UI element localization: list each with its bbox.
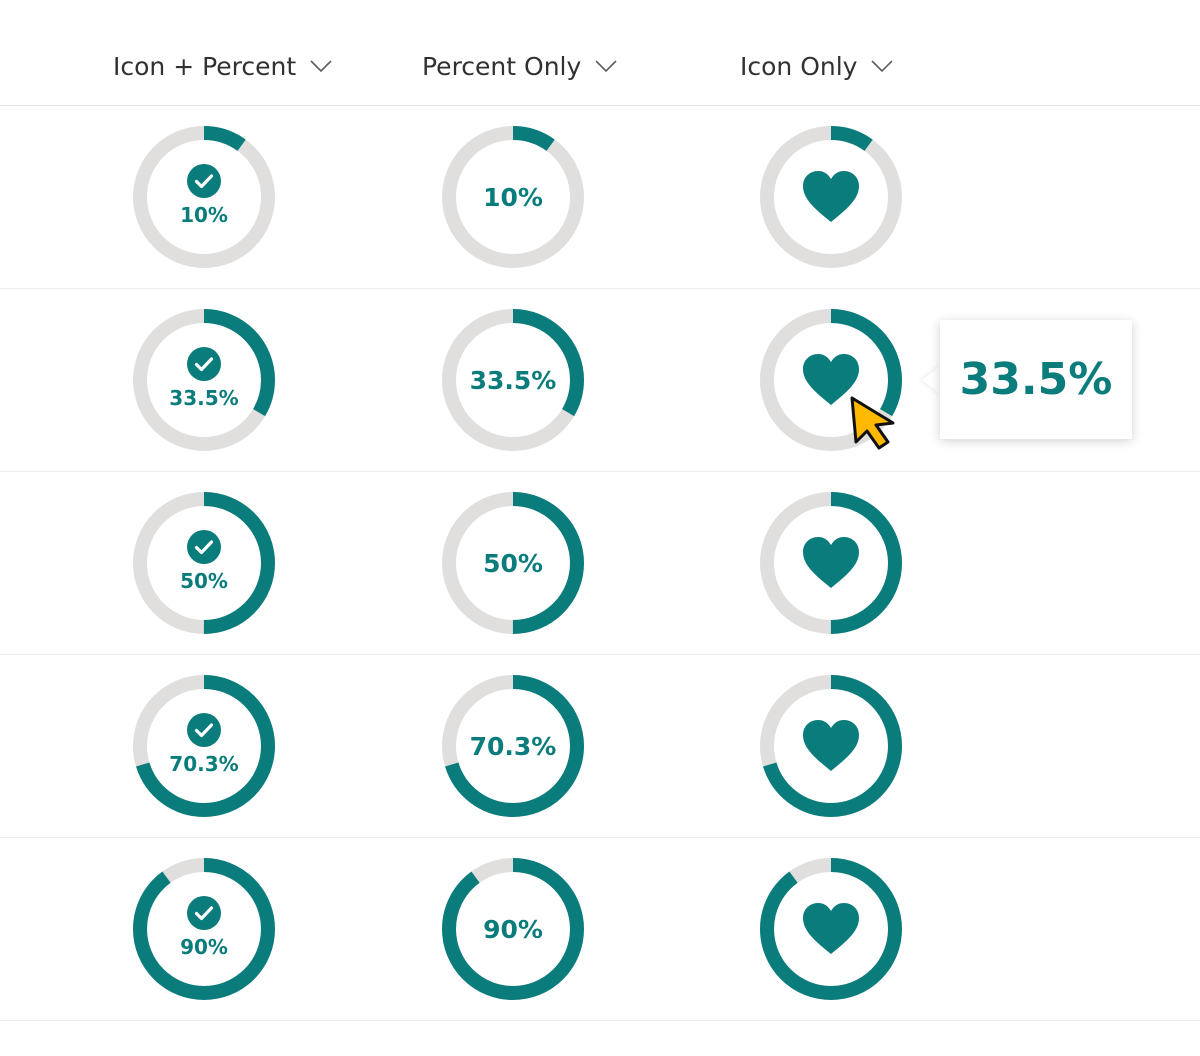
progress-arc — [133, 309, 275, 451]
column-header-label: Icon Only — [740, 51, 858, 81]
progress-center: 90% — [131, 856, 277, 1002]
percent-label: 50% — [483, 548, 543, 578]
percent-label: 10% — [180, 203, 228, 227]
progress-ring-percent[interactable]: 50% — [440, 490, 586, 636]
progress-ring-icon-percent[interactable]: 50% — [131, 490, 277, 636]
progress-arc — [133, 492, 275, 634]
progress-center — [758, 307, 904, 453]
percent-label: 90% — [483, 914, 543, 944]
percent-label: 90% — [180, 935, 228, 959]
check-circle-icon — [187, 896, 221, 930]
percent-label: 33.5% — [469, 365, 557, 395]
progress-arc — [760, 675, 902, 817]
column-header-icon-only[interactable]: Icon Only — [740, 48, 894, 84]
chevron-down-icon — [595, 60, 617, 73]
progress-ring-icon-percent[interactable]: 90% — [131, 856, 277, 1002]
progress-ring-icon[interactable] — [758, 124, 904, 270]
percent-label: 70.3% — [469, 731, 557, 761]
progress-ring-icon[interactable] — [758, 856, 904, 1002]
table-row: 33.5% 33.5% — [0, 289, 1200, 472]
chevron-down-icon — [871, 60, 894, 73]
table-row: 10% 10% — [0, 106, 1200, 289]
column-header-percent-only[interactable]: Percent Only — [422, 48, 617, 84]
progress-center: 50% — [440, 490, 586, 636]
heart-icon — [803, 720, 859, 771]
progress-center: 70.3% — [440, 673, 586, 819]
progress-arc — [760, 858, 902, 1000]
check-circle-icon — [187, 530, 221, 564]
progress-center — [758, 673, 904, 819]
table-row: 90% 90% — [0, 838, 1200, 1021]
progress-arc — [442, 126, 584, 268]
chevron-down-icon — [310, 60, 332, 73]
progress-center: 33.5% — [131, 307, 277, 453]
progress-center — [758, 856, 904, 1002]
progress-ring-icon-percent[interactable]: 70.3% — [131, 673, 277, 819]
progress-center: 70.3% — [131, 673, 277, 819]
progress-ring-icon[interactable] — [758, 673, 904, 819]
progress-ring-icon[interactable] — [758, 490, 904, 636]
column-header-label: Percent Only — [422, 51, 582, 81]
progress-arc — [760, 492, 902, 634]
percent-label: 50% — [180, 569, 228, 593]
progress-center: 33.5% — [440, 307, 586, 453]
column-header-icon-percent[interactable]: Icon + Percent — [113, 48, 332, 84]
heart-icon — [803, 354, 859, 405]
progress-arc — [760, 309, 902, 451]
progress-arc — [760, 126, 902, 268]
tooltip-value: 33.5% — [959, 354, 1113, 405]
progress-arc — [442, 858, 584, 1000]
progress-ring-icon-percent[interactable]: 33.5% — [131, 307, 277, 453]
progress-ring-icon-percent[interactable]: 10% — [131, 124, 277, 270]
progress-center — [758, 490, 904, 636]
tooltip-beak — [922, 366, 940, 394]
progress-arc — [442, 492, 584, 634]
progress-center — [758, 124, 904, 270]
check-circle-icon — [187, 713, 221, 747]
column-header-label: Icon + Percent — [113, 51, 297, 81]
value-tooltip: 33.5% — [940, 320, 1132, 439]
progress-arc — [442, 309, 584, 451]
progress-ring-percent[interactable]: 10% — [440, 124, 586, 270]
progress-center: 10% — [131, 124, 277, 270]
progress-ring-percent[interactable]: 70.3% — [440, 673, 586, 819]
progress-ring-icon[interactable] — [758, 307, 904, 453]
mouse-pointer-icon — [850, 396, 895, 450]
percent-label: 33.5% — [169, 386, 239, 410]
percent-label: 70.3% — [169, 752, 239, 776]
progress-arc — [133, 675, 275, 817]
heart-icon — [803, 171, 859, 222]
check-circle-icon — [187, 164, 221, 198]
check-circle-icon — [187, 347, 221, 381]
heart-icon — [803, 903, 859, 954]
progress-arc — [133, 126, 275, 268]
progress-ring-percent[interactable]: 33.5% — [440, 307, 586, 453]
progress-arc — [442, 675, 584, 817]
progress-center: 10% — [440, 124, 586, 270]
progress-center: 90% — [440, 856, 586, 1002]
table-row: 50% 50% — [0, 472, 1200, 655]
progress-arc — [133, 858, 275, 1000]
column-header-bar: Icon + Percent Percent Only Icon Only — [0, 0, 1200, 106]
progress-ring-percent[interactable]: 90% — [440, 856, 586, 1002]
table-row: 70.3% 70.3% — [0, 655, 1200, 838]
heart-icon — [803, 537, 859, 588]
percent-label: 10% — [483, 182, 543, 212]
progress-center: 50% — [131, 490, 277, 636]
